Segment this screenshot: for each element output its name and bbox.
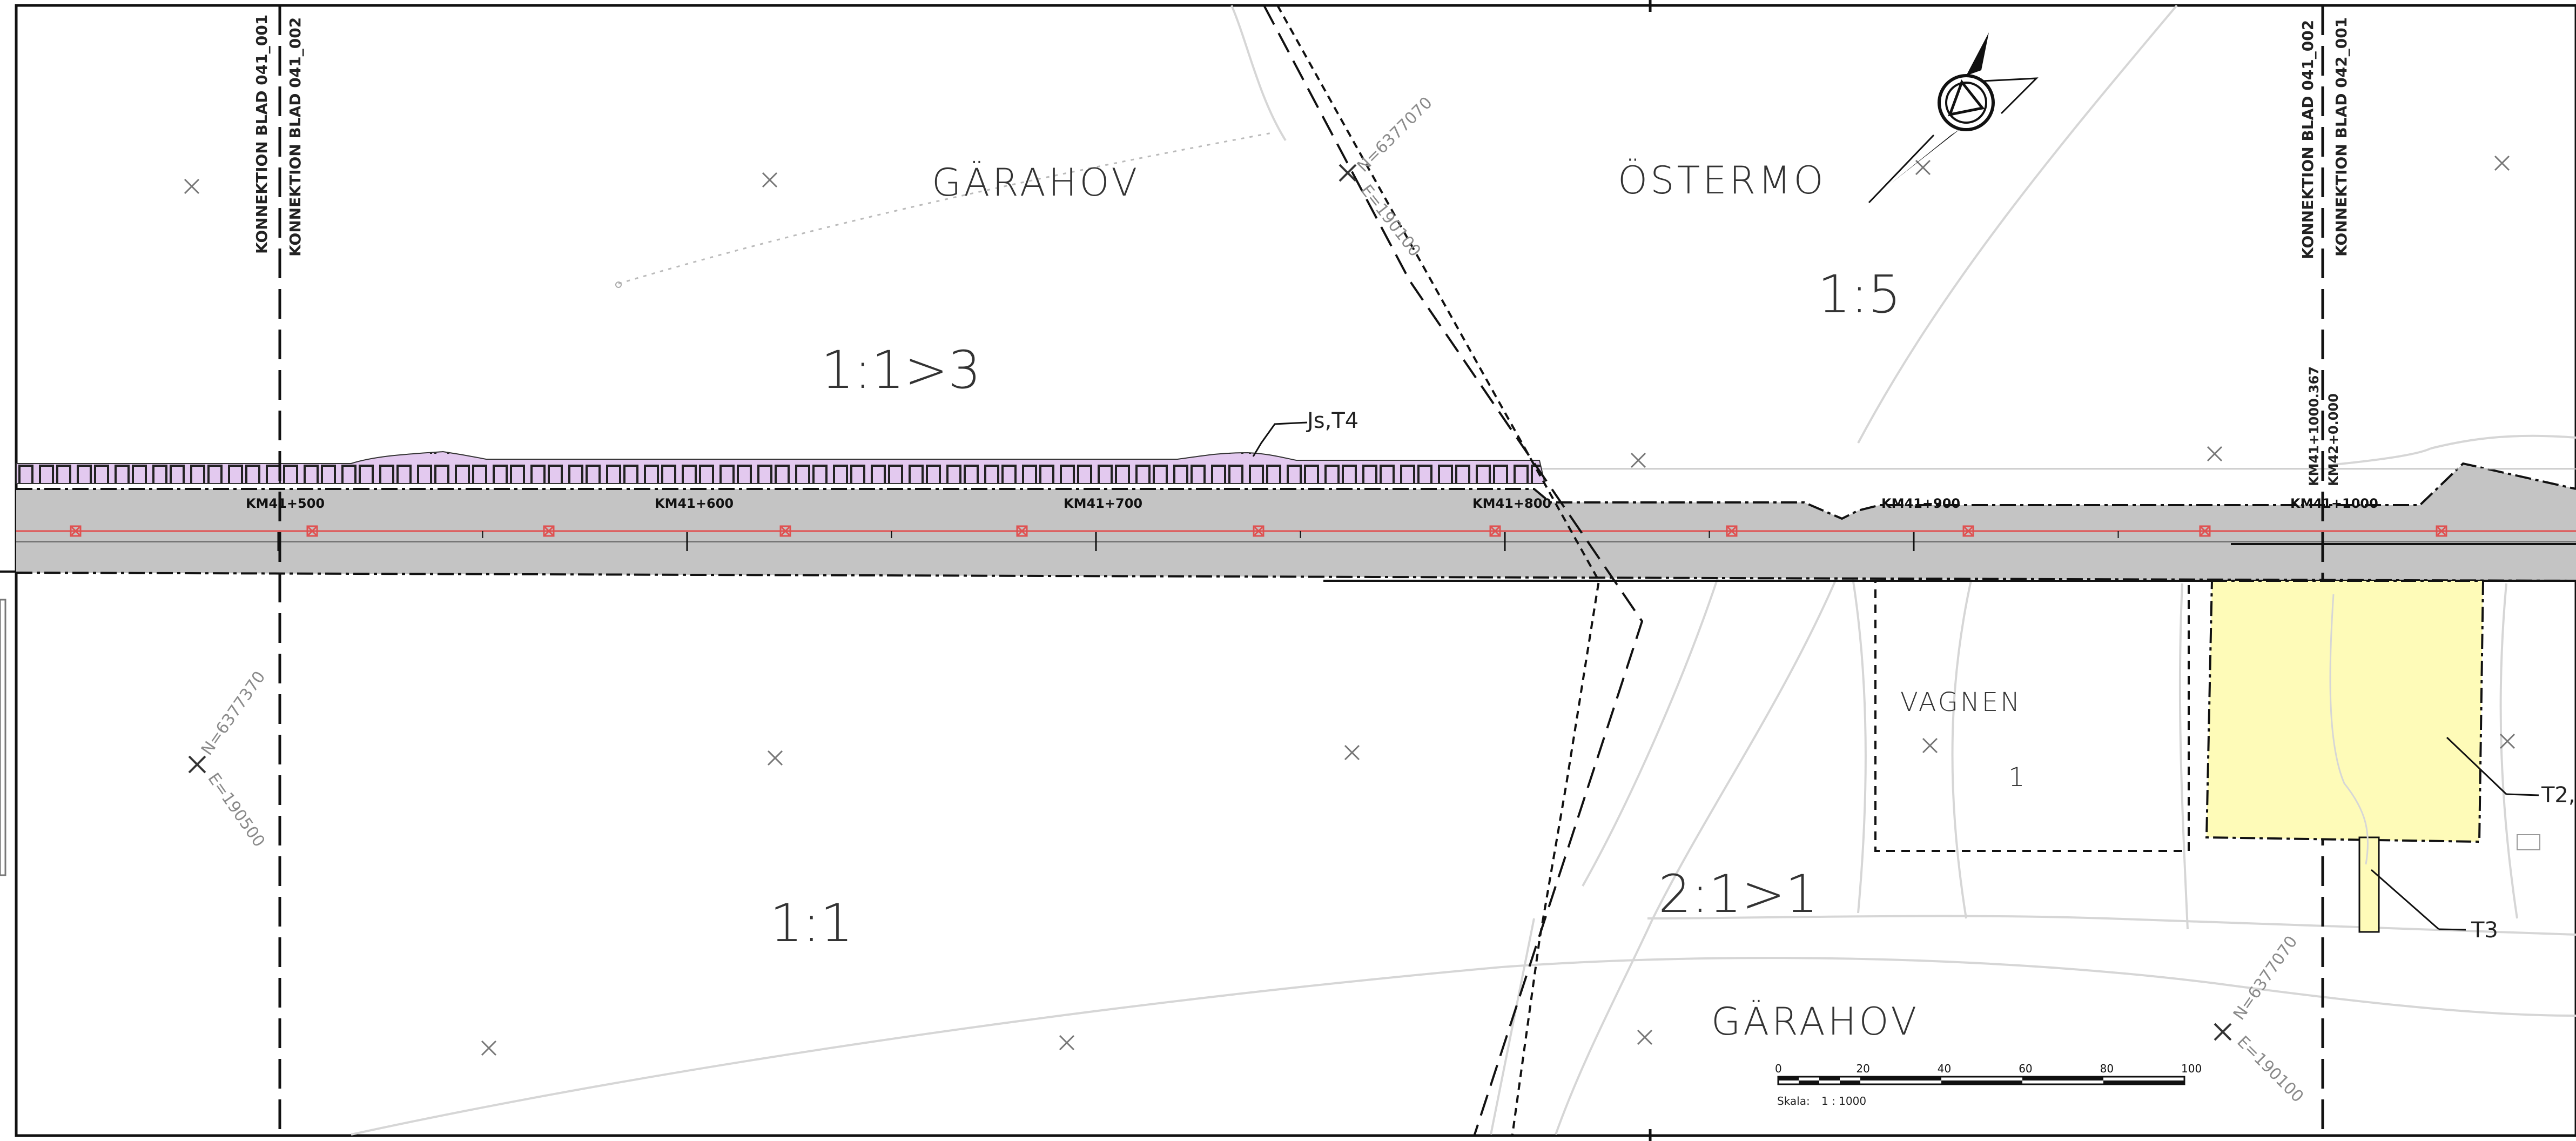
centerline-marker <box>1254 526 1263 536</box>
station-split-line1: KM41+1000.367 <box>2306 366 2322 486</box>
grid-cross <box>762 172 778 188</box>
scale-tick-label: 40 <box>1938 1062 1951 1075</box>
station-split-line2: KM42+0.000 <box>2326 393 2341 486</box>
parcel-id-1-1: 1:1 <box>770 893 853 954</box>
centerline-marker-box <box>1016 525 1028 537</box>
centerline-marker <box>1490 526 1500 536</box>
grid-cross <box>1915 159 1931 176</box>
grid-crosses <box>184 155 2516 1056</box>
centerline-marker-box <box>2199 525 2211 537</box>
grid-cross <box>2499 733 2516 749</box>
centerline-marker <box>544 526 554 536</box>
centerline-marker <box>1727 526 1737 536</box>
scale-tick-label: 100 <box>2181 1062 2202 1075</box>
place-name-vagnen: VAGNEN <box>1900 687 2022 717</box>
centerline-marker <box>1963 526 1973 536</box>
connection-label-left-b: KONNEKTION BLAD 041_002 <box>286 17 304 257</box>
north-arrow-icon <box>1868 32 2039 204</box>
background-property-lines <box>351 4 2576 1136</box>
road-corridor <box>16 462 2576 582</box>
station-markers: KM41+500 KM41+600 KM41+700 KM41+800 KM41+900… <box>246 496 2378 551</box>
scale-tick-label: 0 <box>1775 1062 1782 1075</box>
hatched-strip <box>16 451 1546 484</box>
vagnen-parcel-boundary <box>1874 580 2190 852</box>
centerline-marker-box <box>1726 525 1738 537</box>
scale-bar <box>1777 1076 2185 1085</box>
connection-label-right-b: KONNEKTION BLAD 042_001 <box>2332 17 2350 257</box>
centerline-marker <box>2200 526 2210 536</box>
centerline-marker-box <box>1489 525 1501 537</box>
grid-cross <box>1922 737 1938 754</box>
scale-tick-label: 60 <box>2019 1062 2032 1075</box>
centerline-marker <box>307 526 317 536</box>
centerline-markers <box>70 525 2447 537</box>
grid-cross <box>481 1040 497 1056</box>
grid-cross <box>1344 744 1360 761</box>
centerline-marker <box>2437 526 2446 536</box>
parcel-id-1: 1 <box>2008 762 2025 793</box>
scale-tick-label: 20 <box>1856 1062 1869 1075</box>
station-label: KM41+600 <box>655 496 734 511</box>
station-label: KM41+500 <box>246 496 325 511</box>
grid-cross <box>184 178 200 194</box>
annotation-js-t4: Js,T4 <box>1306 408 1358 433</box>
station-label: KM41+700 <box>1064 496 1142 511</box>
connection-lines <box>278 5 2324 1136</box>
grid-cross <box>1630 452 1646 468</box>
scale-bar-ticks: 0 20 40 60 80 100 <box>1775 1062 2202 1075</box>
centerline-marker-box <box>1962 525 1974 537</box>
parcel-id-1-1-3: 1:1>3 <box>821 340 981 400</box>
centerline-marker-box <box>2436 525 2447 537</box>
scale-tick-label: 80 <box>2100 1062 2114 1075</box>
station-label: KM41+900 <box>1881 496 1960 511</box>
centerline-marker-box <box>1253 525 1265 537</box>
centerline-marker-box <box>543 525 555 537</box>
grid-cross <box>767 750 783 766</box>
grid-cross <box>2494 155 2510 171</box>
centerline-marker-box <box>70 525 82 537</box>
station-label: KM41+800 <box>1472 496 1551 511</box>
grid-cross <box>1059 1035 1075 1051</box>
parcel-id-2-1-1: 2:1>1 <box>1658 864 1818 924</box>
centerline-marker-box <box>306 525 318 537</box>
centerline-marker <box>71 526 80 536</box>
scale-label: Skala: <box>1777 1095 1810 1108</box>
scale-ratio: 1 : 1000 <box>1821 1095 1866 1108</box>
crossing-road-lines <box>1263 5 1644 1135</box>
place-name-ostermo: ÖSTERMO <box>1618 158 1826 203</box>
yellow-parcels <box>2205 580 2540 933</box>
centerline-marker <box>781 526 790 536</box>
parcel-id-1-5: 1:5 <box>1818 264 1901 325</box>
connection-label-right-a: KONNEKTION BLAD 041_002 <box>2299 20 2317 259</box>
station-label: KM41+1000 <box>2290 496 2378 511</box>
connection-label-left-a: KONNEKTION BLAD 041_001 <box>253 15 271 254</box>
grid-cross <box>2207 446 2223 462</box>
annotation-t2: T2, <box>2541 783 2575 808</box>
grid-cross <box>1637 1029 1653 1045</box>
place-name-garahov-top: GÄRAHOV <box>932 160 1140 205</box>
centerline-marker-box <box>779 525 791 537</box>
place-name-garahov-bottom: GÄRAHOV <box>1711 999 1919 1044</box>
centerline-marker <box>1017 526 1027 536</box>
annotation-t3: T3 <box>2471 918 2498 943</box>
